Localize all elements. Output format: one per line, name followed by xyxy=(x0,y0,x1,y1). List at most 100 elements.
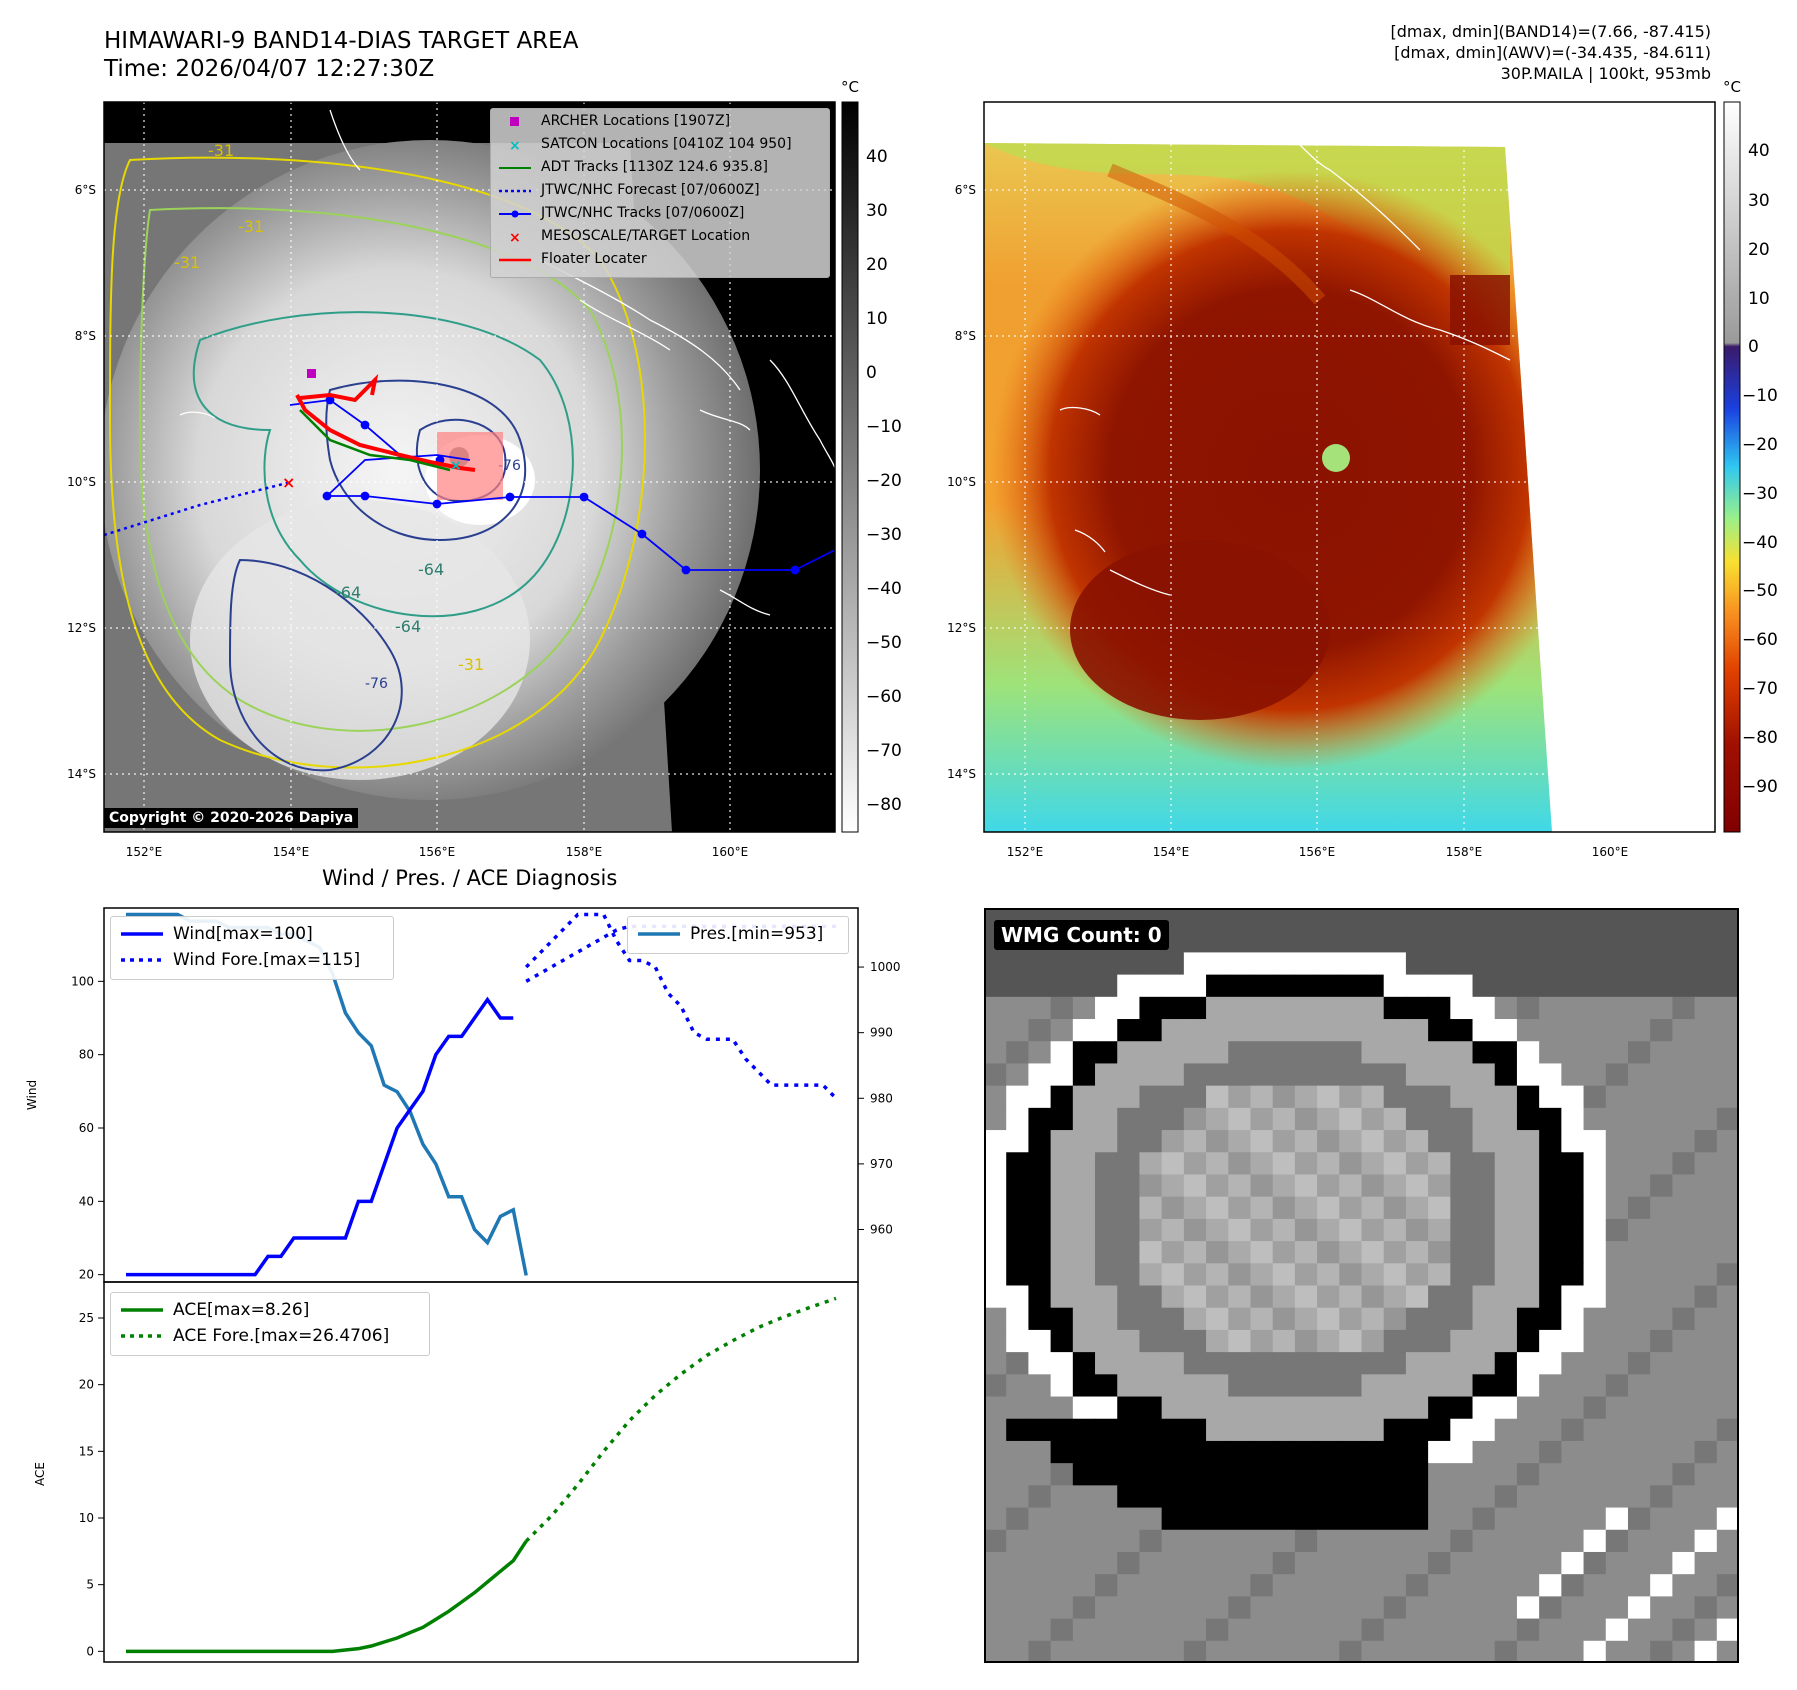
wmg-pixel xyxy=(1072,1596,1096,1620)
wmg-pixel xyxy=(1716,1618,1739,1642)
wmg-pixel xyxy=(1317,930,1340,953)
wmg-pixel xyxy=(1472,908,1496,931)
wmg-pixel xyxy=(1450,1085,1474,1109)
wmg-pixel xyxy=(1516,1596,1540,1620)
wmg-pixel xyxy=(1650,1551,1673,1575)
wmg-pixel xyxy=(1294,974,1318,998)
wmg-pixel xyxy=(1672,1285,1696,1309)
wmg-pixel xyxy=(1050,1596,1074,1620)
wmg-pixel xyxy=(1627,1396,1651,1420)
wmg-pixel xyxy=(1317,1307,1340,1331)
wmg-pixel xyxy=(1183,1241,1207,1264)
wmg-pixel xyxy=(984,1063,1007,1087)
wmg-pixel xyxy=(1428,1041,1451,1064)
wmg-pixel xyxy=(1605,1130,1629,1153)
pressure-y-tick: 980 xyxy=(870,1091,893,1105)
wmg-pixel xyxy=(1339,1440,1362,1464)
wmg-pixel xyxy=(1383,1463,1407,1486)
wmg-pixel xyxy=(1694,996,1718,1020)
wmg-pixel xyxy=(1006,1418,1029,1442)
wmg-pixel xyxy=(1494,1196,1518,1220)
wmg-pixel xyxy=(1539,974,1562,998)
wmg-pixel xyxy=(1139,1507,1163,1531)
wmg-pixel xyxy=(1117,1130,1140,1153)
floater-track xyxy=(299,373,379,403)
wmg-pixel xyxy=(1672,1329,1696,1353)
wmg-pixel xyxy=(1050,1418,1074,1442)
wmg-pixel xyxy=(1516,1551,1540,1575)
legend-item-floater: Floater Locater xyxy=(491,249,829,271)
wmg-pixel xyxy=(1361,952,1385,976)
wmg-pixel xyxy=(1716,1107,1739,1131)
wmg-pixel xyxy=(1250,1218,1274,1242)
wmg-pixel xyxy=(1250,1418,1274,1442)
wmg-pixel xyxy=(1250,1396,1274,1420)
ace-y-tick: 20 xyxy=(79,1378,94,1392)
wmg-pixel xyxy=(1272,1241,1296,1264)
wmg-pixel xyxy=(1161,1396,1185,1420)
lat-tick: 8°S xyxy=(75,329,96,343)
wmg-pixel xyxy=(1028,1263,1052,1286)
wmg-pixel xyxy=(1694,1085,1718,1109)
wmg-pixel xyxy=(1050,1085,1074,1109)
wmg-pixel xyxy=(1139,1063,1163,1087)
wmg-pixel xyxy=(1472,1041,1496,1064)
wmg-pixel xyxy=(1450,1107,1474,1131)
wmg-pixel xyxy=(1383,1241,1407,1264)
wmg-pixel xyxy=(1361,1440,1385,1464)
wmg-pixel xyxy=(1472,1352,1496,1375)
wmg-pixel xyxy=(1050,1241,1074,1264)
wmg-pixel xyxy=(1428,1307,1451,1331)
wmg-pixel xyxy=(1050,1440,1074,1464)
wmg-pixel xyxy=(984,1418,1007,1442)
wmg-pixel xyxy=(1272,1329,1296,1353)
wmg-pixel xyxy=(1716,1063,1739,1087)
wmg-pixel xyxy=(1516,1107,1540,1131)
wmg-pixel xyxy=(1428,1463,1451,1486)
wmg-pixel xyxy=(1161,1085,1185,1109)
wmg-pixel xyxy=(1561,1152,1585,1175)
wmg-pixel xyxy=(1561,1107,1585,1131)
wmg-pixel xyxy=(1072,1418,1096,1442)
wmg-pixel xyxy=(1361,1418,1385,1442)
line-icon xyxy=(119,1302,165,1318)
wmg-pixel xyxy=(1072,1107,1096,1131)
wmg-pixel xyxy=(1672,1463,1696,1486)
wmg-pixel xyxy=(1405,1374,1429,1398)
wmg-pixel xyxy=(1383,1551,1407,1575)
wmg-pixel xyxy=(1339,1574,1362,1597)
wmg-pixel xyxy=(1206,1640,1229,1663)
wmg-pixel xyxy=(1450,1174,1474,1198)
wmg-pixel xyxy=(1450,996,1474,1020)
wmg-pixel xyxy=(1050,1374,1074,1398)
wmg-pixel xyxy=(1583,974,1607,998)
wmg-pixel xyxy=(1472,1196,1496,1220)
wmg-pixel xyxy=(1561,1263,1585,1286)
wmg-pixel xyxy=(984,1463,1007,1486)
wmg-pixel xyxy=(1383,1396,1407,1420)
wmg-pixel xyxy=(1539,1063,1562,1087)
wmg-pixel xyxy=(1317,1063,1340,1087)
wmg-pixel xyxy=(1694,1174,1718,1198)
wmg-pixel xyxy=(1339,974,1362,998)
wmg-pixel xyxy=(1028,1596,1052,1620)
wmg-pixel xyxy=(1050,1618,1074,1642)
wmg-pixel xyxy=(1339,1174,1362,1198)
wmg-pixel xyxy=(1117,1529,1140,1553)
wmg-pixel xyxy=(1583,1551,1607,1575)
wmg-pixel xyxy=(1383,1507,1407,1531)
wmg-pixel xyxy=(1139,1152,1163,1175)
wmg-pixel xyxy=(1339,1507,1362,1531)
wmg-pixel xyxy=(1095,1529,1118,1553)
ace-axis-label: ACE xyxy=(33,1462,47,1486)
colorbar-tick: 0 xyxy=(866,363,877,383)
wmg-pixel xyxy=(1694,1485,1718,1509)
wmg-pixel xyxy=(1183,1107,1207,1131)
wmg-pixel xyxy=(1605,1152,1629,1175)
wmg-pixel xyxy=(1383,1596,1407,1620)
wmg-pixel xyxy=(1494,952,1518,976)
wmg-pixel xyxy=(1539,1352,1562,1375)
wmg-pixel xyxy=(1494,1218,1518,1242)
wmg-pixel xyxy=(1183,974,1207,998)
wmg-pixel xyxy=(1206,930,1229,953)
